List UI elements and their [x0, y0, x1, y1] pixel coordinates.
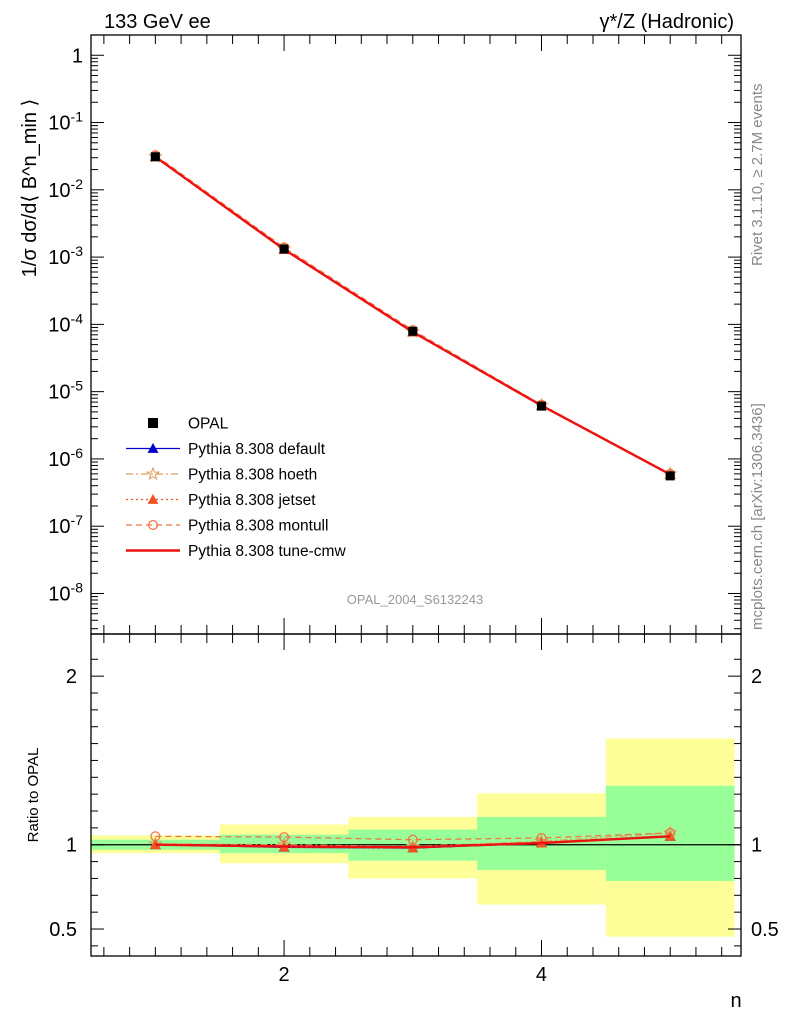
legend-label-3: Pythia 8.308 jetset [188, 492, 316, 509]
x-tick-label: 2 [279, 964, 290, 986]
ratio-y-tick-label-right: 0.5 [751, 919, 779, 941]
square-marker [150, 152, 160, 162]
series-line-1 [155, 156, 671, 475]
main-series-layer [148, 148, 678, 481]
main-y-tick-label: 10-1 [48, 109, 83, 135]
legend-label-1: Pythia 8.308 default [188, 441, 326, 458]
series-line-3 [155, 832, 671, 841]
ratio-y-axis-label: Ratio to OPAL [25, 748, 42, 843]
ratio-y-tick-label-right: 2 [751, 666, 762, 688]
triangle-marker [147, 494, 159, 504]
circle-marker [150, 831, 161, 842]
side-label-mcplots: mcplots.cern.ch [arXiv:1306.3436] [749, 403, 766, 630]
x-tick-label: 4 [536, 964, 547, 986]
triangle-marker [147, 443, 159, 453]
series-line-4 [155, 835, 671, 849]
square-marker [279, 244, 289, 254]
square-marker [148, 418, 158, 428]
series-line-4 [154, 155, 671, 476]
main-y-tick-label: 10-3 [48, 243, 83, 269]
legend-label-5: Pythia 8.308 tune-cmw [188, 543, 346, 560]
legend-label-4: Pythia 8.308 montull [188, 518, 328, 535]
ratio-frame [90, 633, 742, 957]
main-y-tick-label: 10-7 [48, 512, 83, 538]
circle-marker [279, 832, 290, 843]
axes-layer: 1 10-1 10-2 10-3 10-4 10-5 10-6 10-7 10-8 0.5 0.5 1… [48, 34, 779, 986]
square-marker [665, 471, 675, 481]
x-axis-label: n [730, 990, 741, 1012]
ratio-y-tick-label: 2 [66, 666, 77, 688]
ratio-series-layer [148, 825, 678, 853]
header-right-label: γ*/Z (Hadronic) [600, 11, 734, 33]
legend-label-2: Pythia 8.308 hoeth [188, 467, 317, 484]
main-y-tick-label: 10-4 [48, 310, 83, 336]
series-line-3 [155, 154, 671, 475]
legend-label-0: OPAL [188, 416, 229, 433]
main-y-axis-label: 1/σ dσ/d⟨ B^n_min ⟩ [19, 99, 41, 278]
triangle-marker [149, 839, 161, 850]
main-y-tick-label: 10-5 [48, 378, 83, 404]
main-y-tick-label: 10-6 [48, 445, 83, 471]
square-marker [408, 326, 418, 336]
star-marker [145, 466, 161, 481]
analysis-watermark: OPAL_2004_S6132243 [347, 592, 483, 607]
ratio-y-tick-label: 0.5 [49, 919, 77, 941]
main-y-tick-label: 10-8 [48, 579, 83, 605]
circle-marker [147, 519, 159, 531]
circle-marker [407, 834, 418, 845]
main-y-tick-label: 1 [72, 45, 83, 67]
series-line-2 [155, 156, 671, 475]
ratio-y-tick-label-right: 1 [751, 835, 762, 857]
main-y-tick-label: 10-2 [48, 176, 83, 202]
series-line-0 [155, 156, 671, 475]
legend: OPAL Pythia 8.308 default Pythia 8.308 hoe… [126, 416, 346, 560]
side-label-rivet: Rivet 3.1.10, ≥ 2.7M events [749, 84, 766, 267]
ratio-y-tick-label: 1 [66, 835, 77, 857]
header-left-label: 133 GeV ee [104, 11, 211, 33]
triangle-marker [664, 830, 676, 841]
square-marker [536, 401, 546, 411]
